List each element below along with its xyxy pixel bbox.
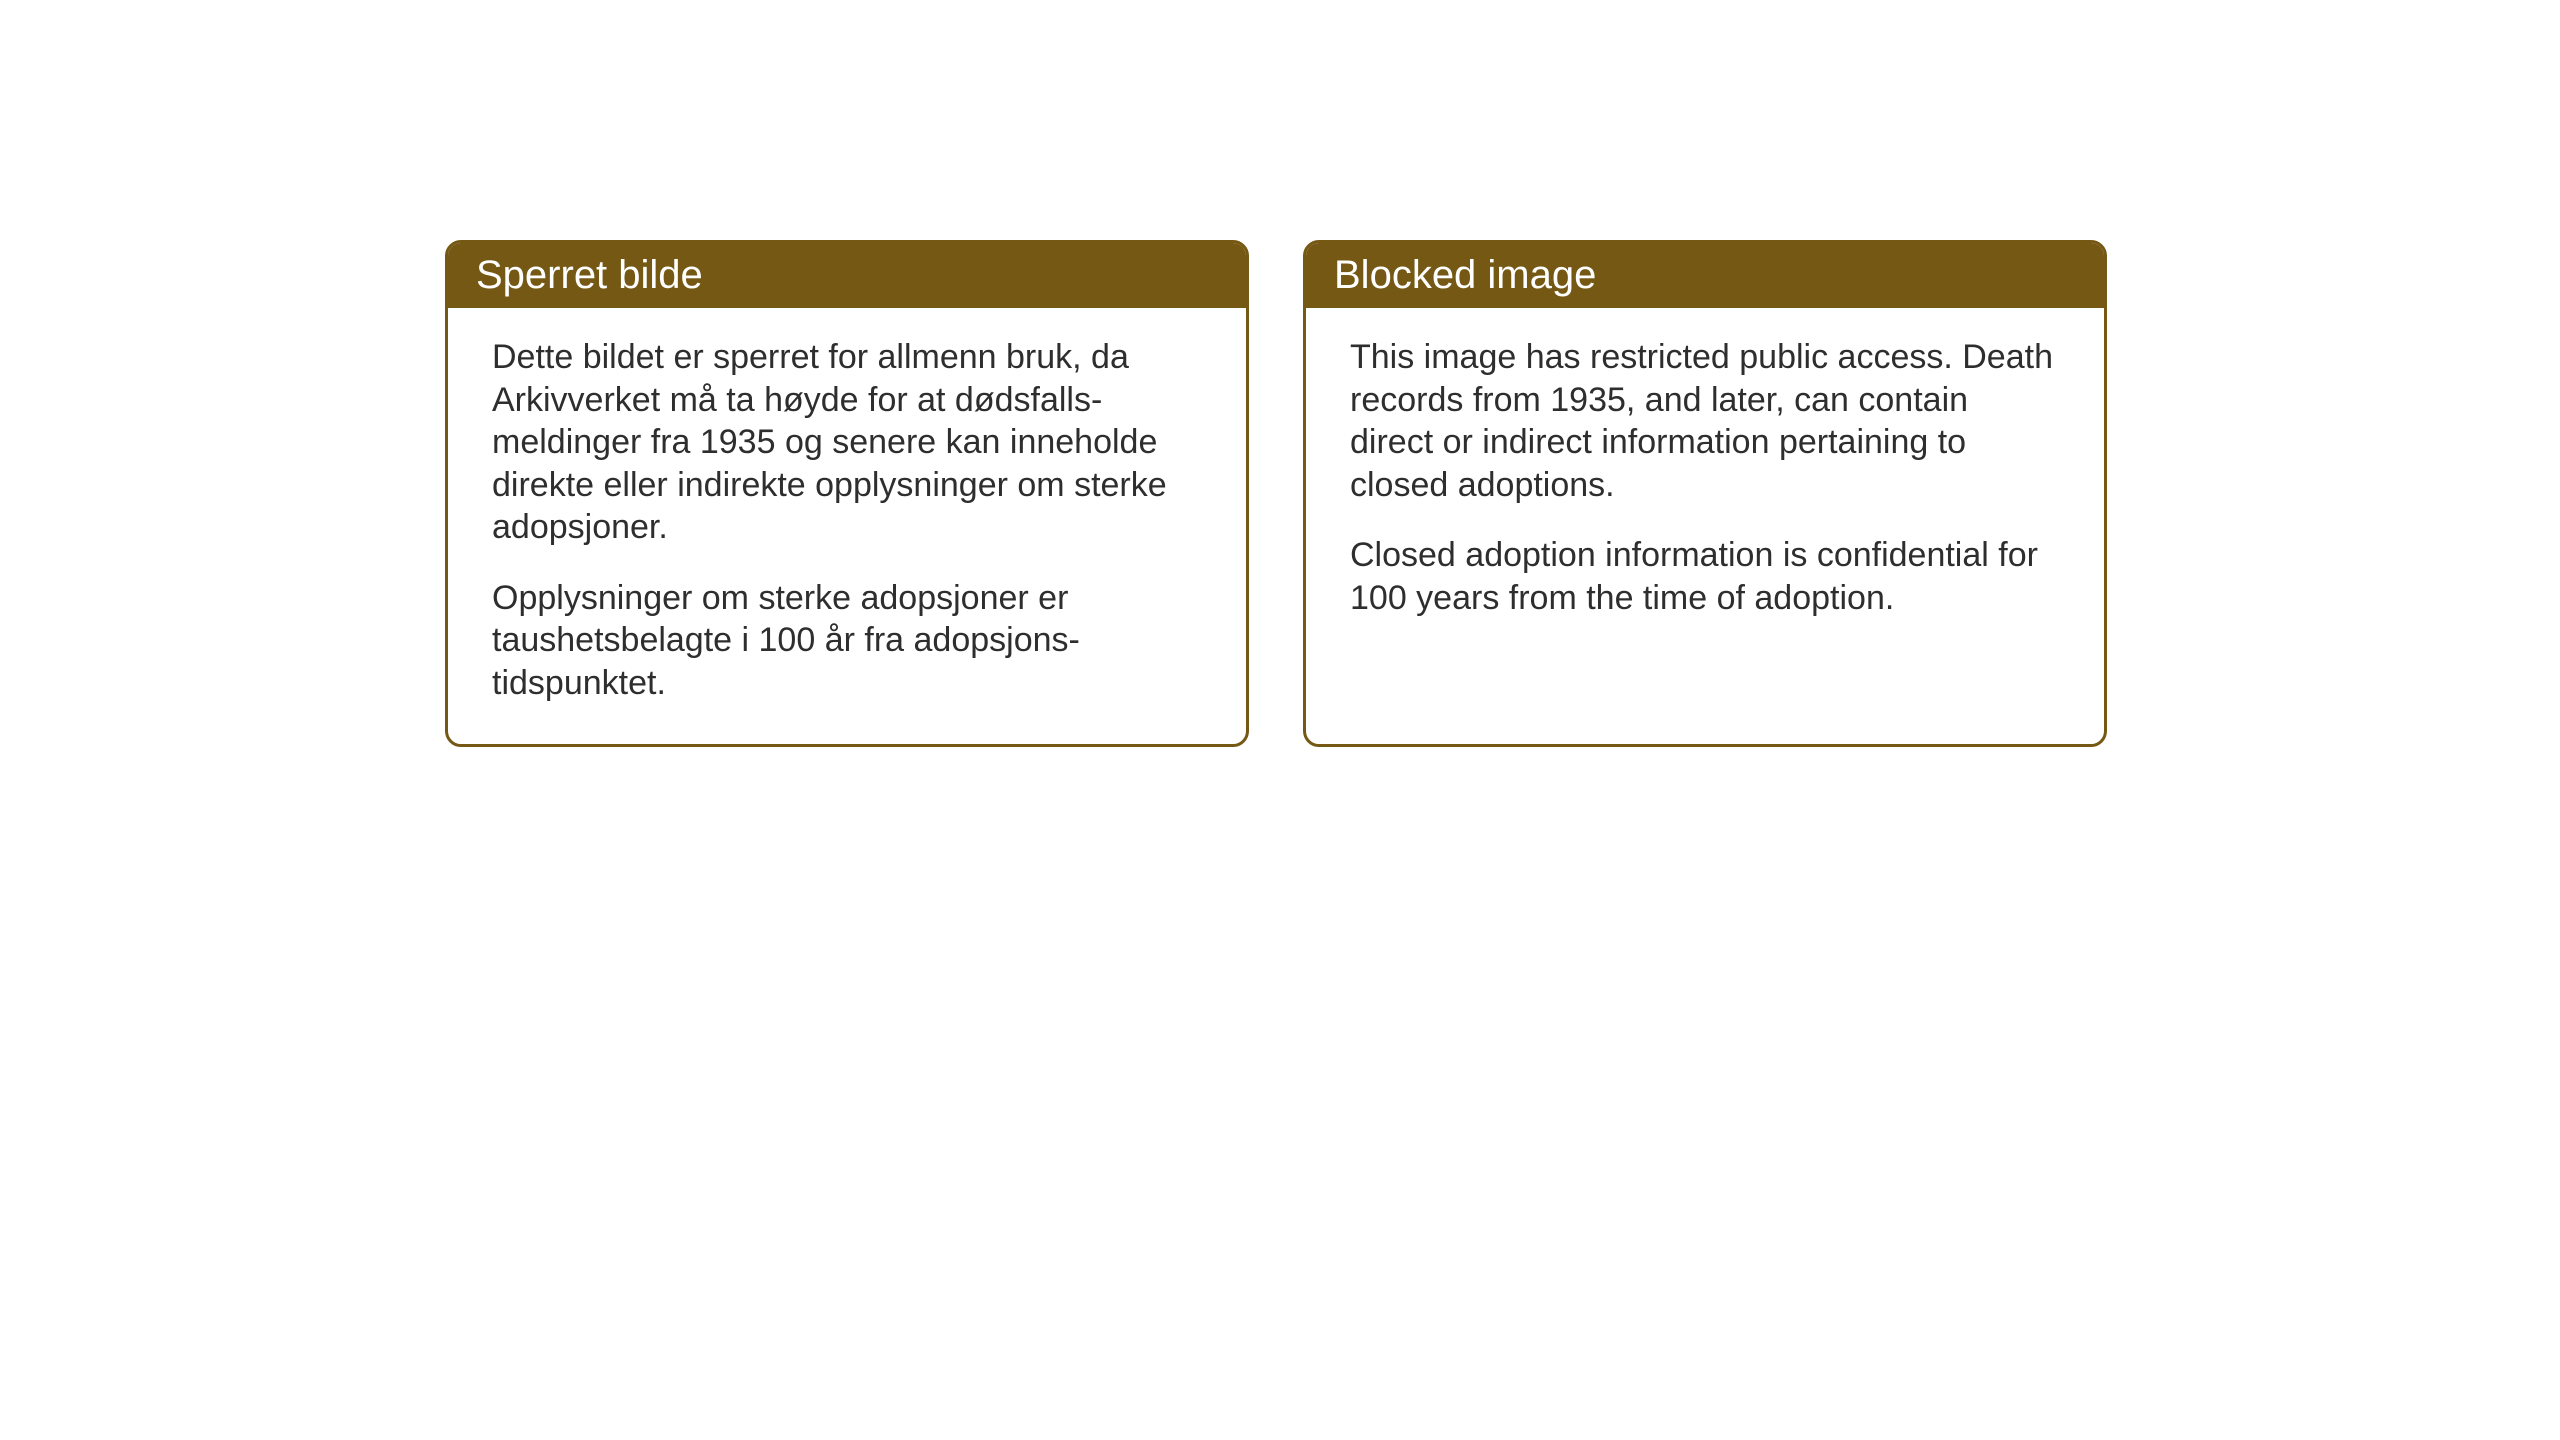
norwegian-notice-card: Sperret bilde Dette bildet er sperret fo… [445,240,1249,747]
norwegian-card-body: Dette bildet er sperret for allmenn bruk… [448,308,1246,744]
norwegian-paragraph-1: Dette bildet er sperret for allmenn bruk… [492,336,1202,549]
notice-container: Sperret bilde Dette bildet er sperret fo… [445,240,2107,747]
english-paragraph-1: This image has restricted public access.… [1350,336,2060,506]
english-card-body: This image has restricted public access.… [1306,308,2104,728]
english-card-title: Blocked image [1306,243,2104,308]
english-notice-card: Blocked image This image has restricted … [1303,240,2107,747]
english-paragraph-2: Closed adoption information is confident… [1350,534,2060,619]
norwegian-card-title: Sperret bilde [448,243,1246,308]
norwegian-paragraph-2: Opplysninger om sterke adopsjoner er tau… [492,577,1202,705]
